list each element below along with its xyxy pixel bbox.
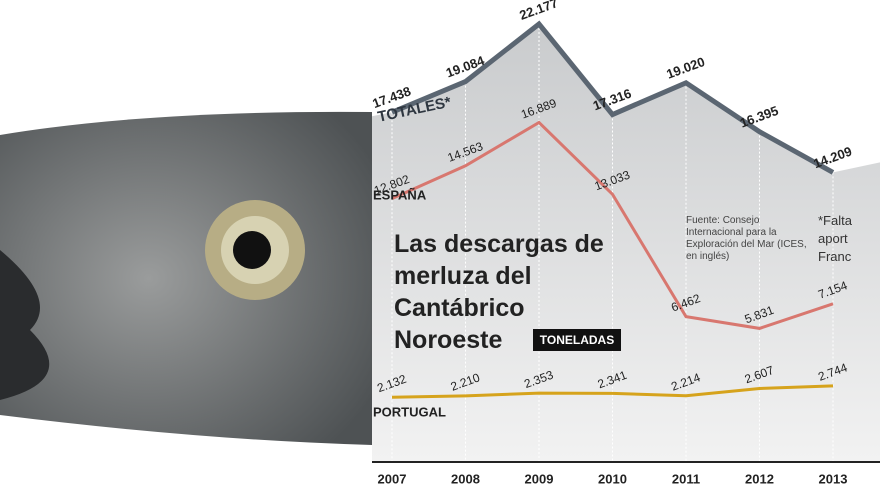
series-label: PORTUGAL	[373, 404, 446, 419]
value-label: 19.020	[664, 54, 706, 82]
x-tick-label: 2009	[525, 471, 554, 486]
x-tick-label: 2010	[598, 471, 627, 486]
unit-badge-bg	[533, 329, 621, 351]
note: *Falta aport Franc	[818, 213, 853, 264]
fish-photo	[0, 111, 372, 445]
x-tick-label: 2011	[672, 471, 700, 486]
x-tick-label: 2008	[451, 471, 480, 486]
x-tick-label: 2007	[378, 471, 407, 486]
x-tick-label: 2012	[745, 471, 774, 486]
series-line	[391, 384, 834, 399]
chart-title: Las descargas de merluza del Cantábrico Nor…	[394, 230, 604, 354]
value-label: 14.209	[811, 144, 853, 172]
total-area	[372, 24, 880, 462]
series-label: ESPAÑA	[373, 187, 427, 202]
series-line	[391, 20, 835, 175]
value-label: 16.395	[738, 103, 780, 131]
value-label: 22.177	[517, 0, 559, 23]
unit-badge: TONELADAS	[540, 333, 614, 347]
series-line	[391, 120, 834, 330]
x-tick-label: 2013	[819, 471, 848, 486]
source: Fuente: Consejo Internacional para la Expl…	[686, 215, 807, 262]
